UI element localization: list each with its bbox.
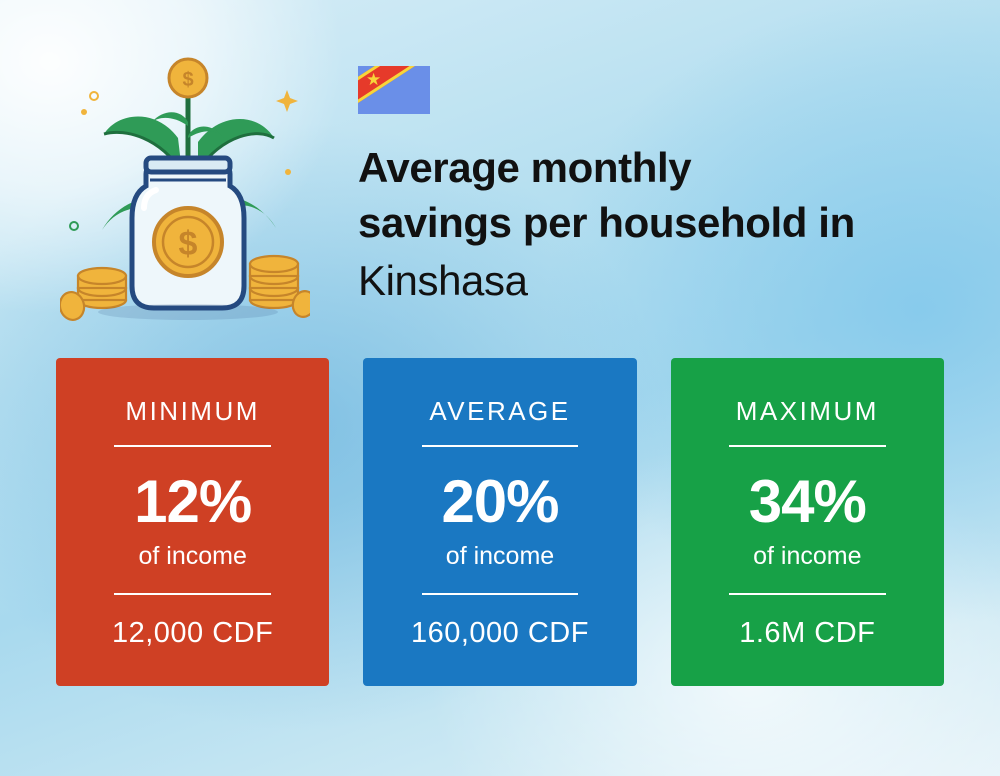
card-minimum: MINIMUM 12% of income 12,000 CDF [56,358,329,686]
page-title: Average monthly savings per household in… [358,140,855,308]
card-divider [729,445,885,447]
header: $ [0,0,1000,322]
card-amount: 160,000 CDF [391,617,608,650]
card-percent: 12% [84,467,301,536]
card-amount: 12,000 CDF [84,617,301,650]
title-line-1: Average monthly [358,144,691,191]
card-divider [114,445,270,447]
title-line-2: savings per household in [358,199,855,246]
card-label: MINIMUM [84,396,301,427]
svg-text:$: $ [182,69,193,91]
card-average: AVERAGE 20% of income 160,000 CDF [363,358,636,686]
title-city: Kinshasa [358,253,855,308]
card-percent: 34% [699,467,916,536]
card-divider [422,593,578,595]
card-maximum: MAXIMUM 34% of income 1.6M CDF [671,358,944,686]
card-percent: 20% [391,467,608,536]
stat-cards-row: MINIMUM 12% of income 12,000 CDF AVERAGE… [0,322,1000,686]
card-divider [729,593,885,595]
card-divider [422,445,578,447]
card-amount: 1.6M CDF [699,617,916,650]
savings-jar-illustration: $ [60,42,310,322]
card-label: MAXIMUM [699,396,916,427]
svg-text:$: $ [179,225,198,263]
drc-flag-icon: ★ [358,66,430,114]
card-divider [114,593,270,595]
card-sub: of income [84,542,301,571]
title-block: ★ Average monthly savings per household … [358,48,855,308]
card-sub: of income [391,542,608,571]
card-label: AVERAGE [391,396,608,427]
card-sub: of income [699,542,916,571]
